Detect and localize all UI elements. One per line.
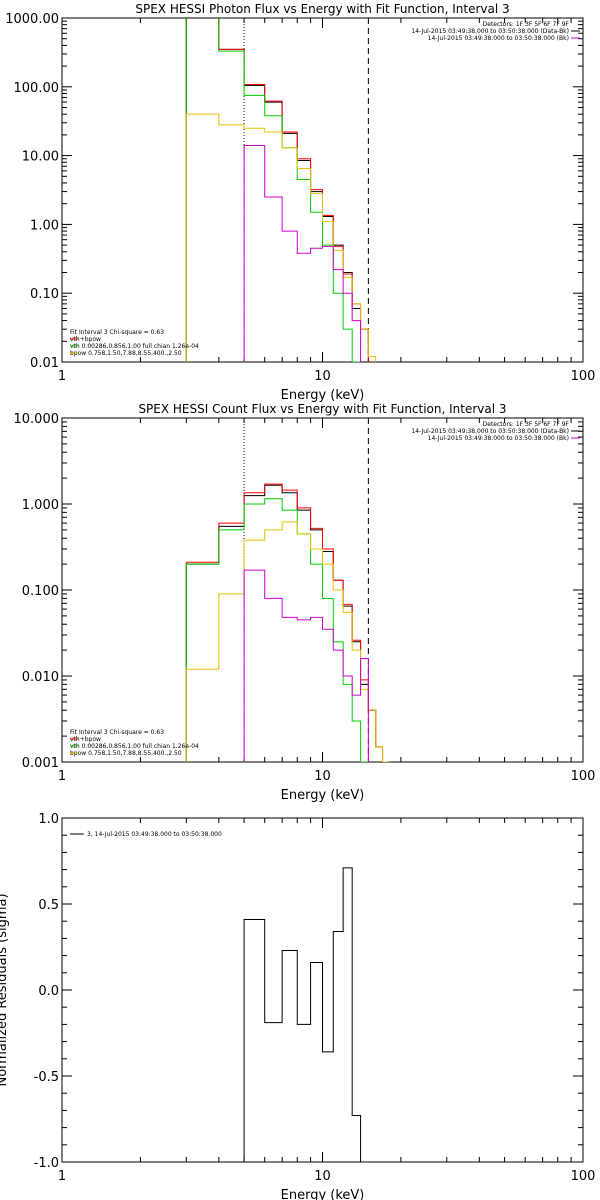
y-tick-label: 1.0 — [38, 812, 59, 827]
legend-text: vth 0.00286,0.856,1.00 full chian 1.26e-… — [70, 743, 199, 750]
plot-title: SPEX HESSI Photon Flux vs Energy with Fi… — [135, 2, 509, 16]
y-axis-label: Normalized Residuals (sigma) — [0, 893, 10, 1086]
legend-text: vth+bpow — [70, 736, 101, 743]
legend-text: Fit Interval 3 Chi-square = 0.63 — [70, 329, 164, 336]
x-tick-label: 10 — [314, 1169, 331, 1184]
y-tick-label: 1000.00 — [5, 12, 59, 27]
panel-2: SPEX HESSI Count Flux vs Energy with Fit… — [14, 402, 596, 803]
series-bk — [243, 569, 369, 762]
y-tick-label: 0.100 — [22, 584, 59, 599]
info-text: 14-Jul-2015 03:49:38.000 to 03:50:38.000… — [411, 28, 569, 35]
x-tick-label: 10 — [314, 769, 331, 784]
legend-text: 3, 14-Jul-2015 03:49:38.000 to 03:50:38.… — [87, 831, 222, 838]
y-tick-label: -0.5 — [34, 1070, 59, 1085]
info-text: 14-Jul-2015 03:49:38.000 to 03:50:38.000… — [411, 428, 569, 435]
x-tick-label: 1 — [58, 1169, 66, 1184]
legend-text: bpow 0.758,1.50,7.88,8.55,400.,2.50 — [70, 750, 182, 757]
y-tick-label: 10.00 — [22, 150, 59, 165]
x-axis-label: Energy (keV) — [281, 1188, 365, 1200]
y-tick-label: 0.010 — [22, 670, 59, 685]
plot-title: SPEX HESSI Count Flux vs Energy with Fit… — [138, 402, 506, 416]
series-total — [243, 867, 369, 1162]
x-tick-label: 1 — [58, 769, 66, 784]
y-tick-label: -1.0 — [34, 1156, 59, 1171]
y-tick-label: 0.0 — [38, 984, 59, 999]
y-tick-label: 0.001 — [22, 756, 59, 771]
panel-3: 1 10 100 Energy (keV) -1.0 -0.5 0.0 0.5 1.0 Norma… — [0, 812, 595, 1200]
series-fit — [185, 18, 369, 362]
y-tick-label: 0.10 — [30, 287, 59, 302]
y-tick-label: 1.00 — [30, 218, 59, 233]
y-tick-label: 0.5 — [38, 898, 59, 913]
y-tick-label: 0.01 — [30, 356, 59, 371]
legend-text: vth 0.00286,0.856,1.00 full chian 1.26e-… — [70, 343, 199, 350]
y-tick-label: 1.000 — [22, 498, 59, 513]
info-text: Detectors: 1F 3F 5F 6F 7F 9F — [483, 21, 570, 28]
series-bk — [243, 145, 369, 362]
info-text: 14-Jul-2015 03:49:38.000 to 03:50:38.000… — [428, 435, 569, 442]
info-text: Detectors: 1F 3F 5F 6F 7F 9F — [483, 421, 570, 428]
y-tick-label: 10.000 — [14, 412, 60, 427]
series-group — [185, 483, 389, 762]
y-tick-label: 100.00 — [14, 81, 60, 96]
x-tick-label: 100 — [571, 1169, 596, 1184]
x-tick-label: 10 — [314, 369, 331, 384]
series-total — [185, 18, 369, 362]
x-tick-label: 100 — [571, 769, 596, 784]
series-fit — [185, 483, 389, 762]
panel-1: SPEX HESSI Photon Flux vs Energy with Fi… — [5, 2, 595, 403]
x-tick-label: 100 — [571, 369, 596, 384]
series-group — [185, 18, 377, 362]
x-axis-label: Energy (keV) — [281, 388, 365, 403]
series-bpow — [185, 113, 377, 362]
info-text: 14-Jul-2015 03:49:38.000 to 03:50:38.000… — [428, 35, 569, 42]
series-group — [243, 867, 369, 1162]
legend-text: Fit Interval 3 Chi-square = 0.63 — [70, 729, 164, 736]
series-vth — [185, 498, 369, 762]
legend-text: vth+bpow — [70, 336, 101, 343]
legend-text: bpow 0.758,1.50,7.88,8.55,400.,2.50 — [70, 350, 182, 357]
x-tick-label: 1 — [58, 369, 66, 384]
series-vth — [185, 18, 369, 362]
x-axis-label: Energy (keV) — [281, 788, 365, 803]
